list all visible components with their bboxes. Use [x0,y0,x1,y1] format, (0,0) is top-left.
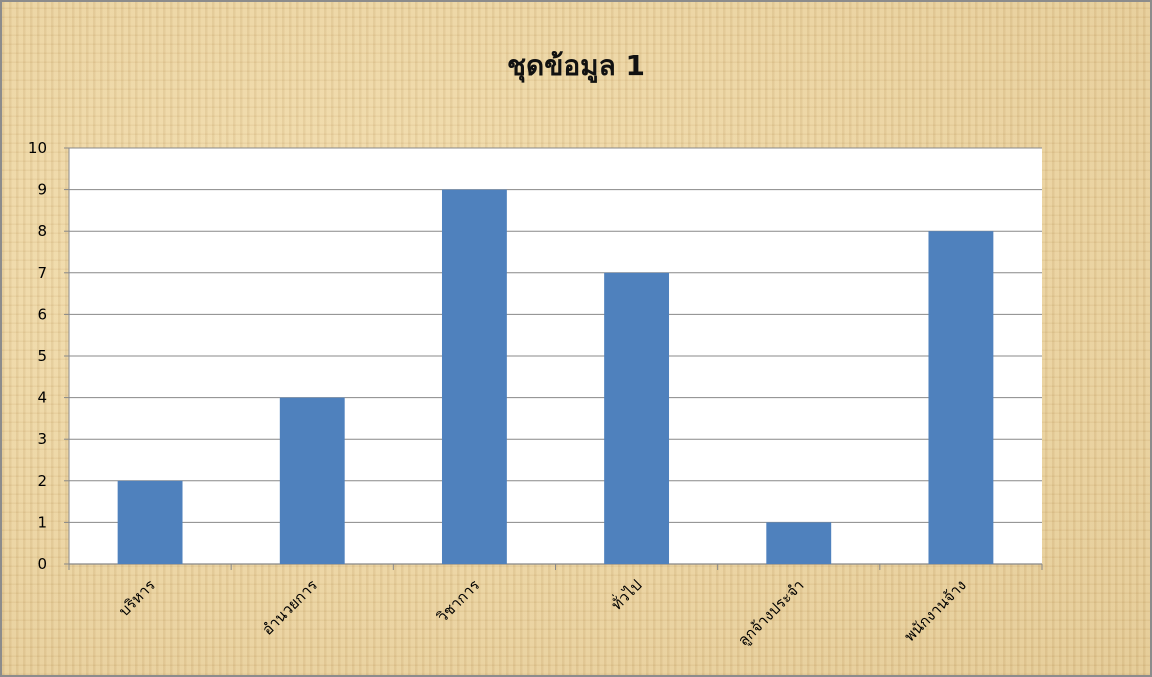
bar-1 [117,480,183,564]
chart-title: ชุดข้อมูล 1 [507,49,645,82]
bar-3 [441,189,507,564]
y-tick-label: 3 [37,430,47,448]
x-tick-label: อำนวยการ [259,576,322,639]
x-tick-label: ทั่วไป [606,575,645,614]
y-tick-label: 2 [37,472,47,490]
x-tick-label: บริหาร [115,576,159,620]
y-tick-label: 1 [37,513,47,531]
x-tick-label: ลูกจ้างประจำ [734,576,807,649]
x-tick-label: วิชาการ [433,576,483,626]
y-tick-label: 10 [28,139,47,157]
bar-5 [766,522,832,564]
y-tick-label: 9 [37,181,47,199]
y-tick-label: 0 [37,555,47,573]
bar-2 [279,397,345,564]
y-tick-label: 7 [37,264,47,282]
bar-4 [604,272,670,564]
bar-6 [928,231,994,564]
y-tick-label: 8 [37,222,47,240]
y-tick-label: 4 [37,389,47,407]
y-tick-label: 5 [37,347,47,365]
x-tick-label: พนักงานจ้าง [901,576,970,645]
y-tick-label: 6 [37,305,47,323]
